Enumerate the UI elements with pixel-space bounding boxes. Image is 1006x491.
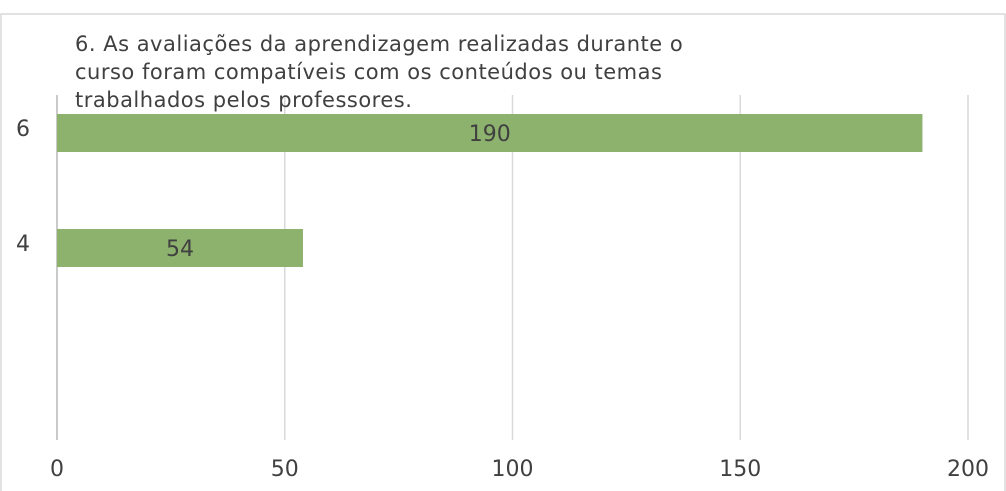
x-tick-label: 150 [719,457,761,482]
x-tick-label: 200 [947,457,989,482]
data-label: 190 [469,122,511,147]
chart-border [0,13,1006,491]
y-tick-label: 4 [16,232,30,257]
chart-title: trabalhados pelos professores. [75,88,412,112]
x-tick-label: 0 [50,457,64,482]
x-tick-label: 50 [271,457,299,482]
data-label: 54 [166,237,194,262]
chart-title: curso foram compatíveis com os conteúdos… [75,60,662,84]
y-tick-label: 6 [16,117,30,142]
bar [57,114,923,152]
x-tick-label: 100 [492,457,534,482]
chart-title: 6. As avaliações da aprendizagem realiza… [75,32,683,56]
bar [57,229,303,267]
